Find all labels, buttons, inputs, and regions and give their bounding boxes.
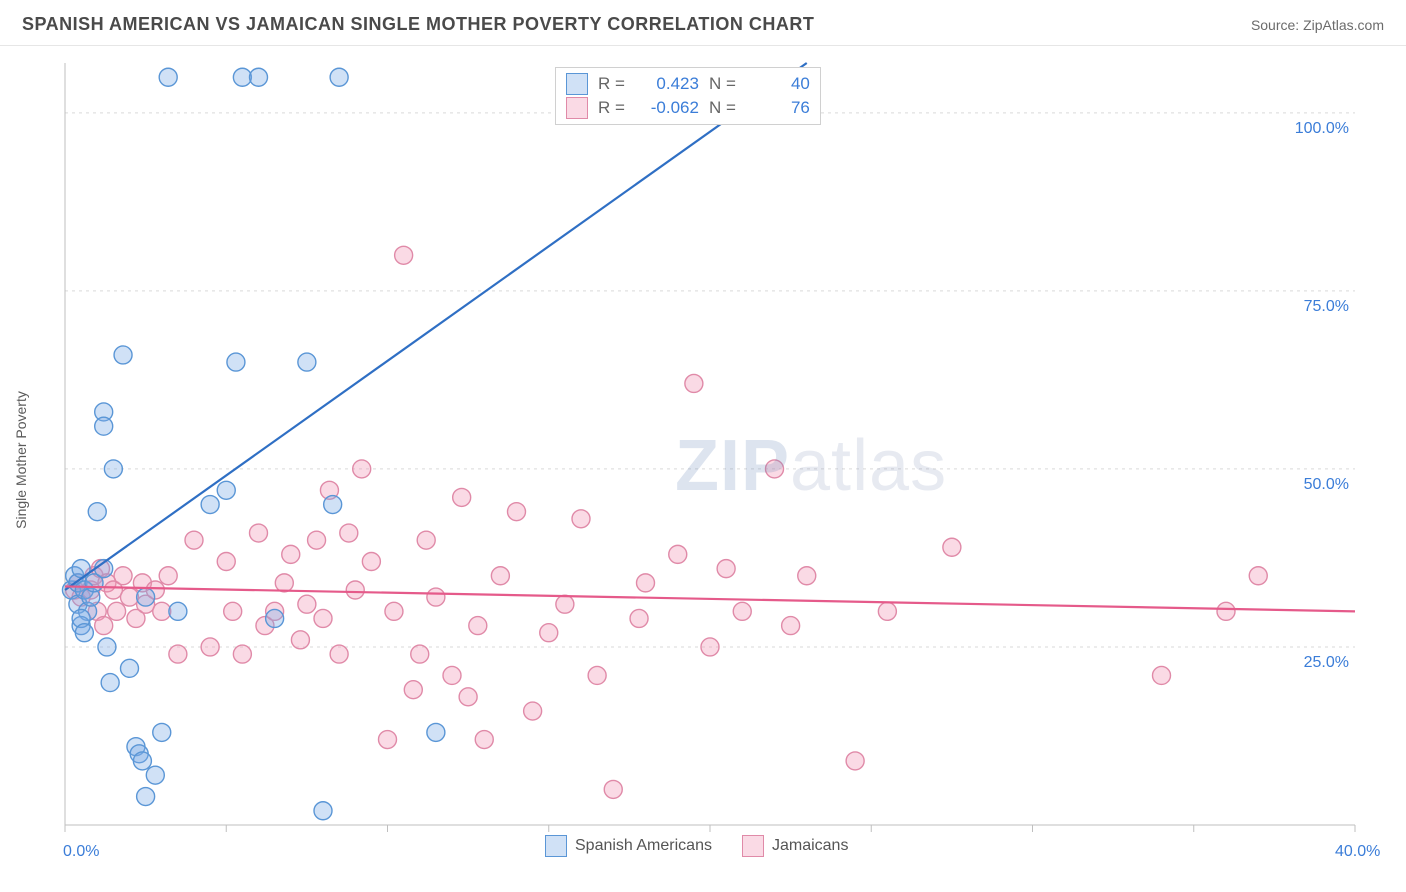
legend-n-value-1: 40 (746, 72, 810, 96)
legend-row-series1: R = 0.423 N = 40 (566, 72, 810, 96)
legend-item-1: Spanish Americans (545, 835, 712, 857)
legend-bottom-label-2: Jamaicans (772, 837, 848, 855)
legend-item-2: Jamaicans (742, 835, 848, 857)
legend-swatch-2 (566, 97, 588, 119)
legend-n-value-2: 76 (746, 96, 810, 120)
legend-bottom-swatch-1 (545, 835, 567, 857)
x-axis-min-label: 0.0% (63, 843, 99, 861)
svg-text:100.0%: 100.0% (1295, 120, 1349, 137)
legend-n-label-1: N = (709, 72, 736, 96)
legend-row-series2: R = -0.062 N = 76 (566, 96, 810, 120)
x-axis-max-label: 40.0% (1335, 843, 1380, 861)
legend-r-label-2: R = (598, 96, 625, 120)
svg-text:25.0%: 25.0% (1304, 654, 1349, 671)
chart-header: SPANISH AMERICAN VS JAMAICAN SINGLE MOTH… (0, 0, 1406, 46)
legend-r-value-1: 0.423 (635, 72, 699, 96)
svg-text:50.0%: 50.0% (1304, 476, 1349, 493)
legend-r-value-2: -0.062 (635, 96, 699, 120)
chart-source: Source: ZipAtlas.com (1251, 17, 1384, 33)
y-axis-label: Single Mother Poverty (13, 391, 29, 529)
legend-bottom-label-1: Spanish Americans (575, 837, 712, 855)
chart-area: Single Mother Poverty 25.0%50.0%75.0%100… (55, 55, 1385, 865)
svg-text:75.0%: 75.0% (1304, 298, 1349, 315)
correlation-legend: R = 0.423 N = 40 R = -0.062 N = 76 (555, 67, 821, 125)
scatter-plot: 25.0% 50.0% 75.0% 100.0% (55, 55, 1385, 865)
legend-swatch-1 (566, 73, 588, 95)
series-legend: Spanish Americans Jamaicans (545, 835, 848, 857)
chart-title: SPANISH AMERICAN VS JAMAICAN SINGLE MOTH… (22, 14, 814, 35)
legend-r-label-1: R = (598, 72, 625, 96)
legend-n-label-2: N = (709, 96, 736, 120)
legend-bottom-swatch-2 (742, 835, 764, 857)
